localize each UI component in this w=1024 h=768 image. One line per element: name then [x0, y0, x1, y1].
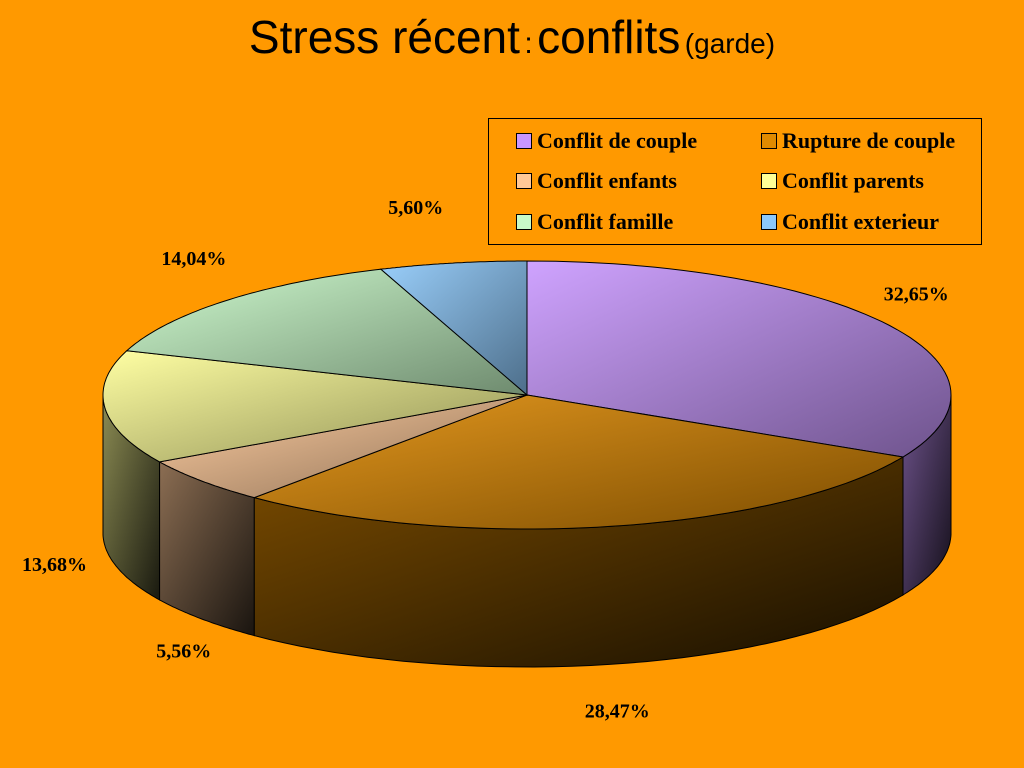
pie-slice-conflit-famille	[125, 268, 529, 396]
legend-item-conflit-parents: Conflit parents	[737, 168, 983, 194]
legend-item-conflit-exterieur: Conflit exterieur	[737, 209, 983, 235]
legend-item-conflit-famille: Conflit famille	[489, 209, 737, 235]
pie-slice-rupture-de-couple	[252, 394, 905, 530]
data-label-conflit-exterieur: 5,60%	[388, 197, 443, 219]
data-label-conflit-enfants: 5,56%	[156, 641, 211, 663]
title-main: Stress récent	[248, 11, 520, 63]
legend-label: Conflit parents	[782, 168, 924, 194]
title-colon: :	[524, 27, 533, 60]
data-label-rupture-de-couple: 28,47%	[585, 700, 650, 722]
legend-label: Conflit exterieur	[782, 208, 939, 234]
title-subtitle: (garde)	[684, 28, 776, 59]
legend-label: Conflit de couple	[537, 128, 698, 154]
pie-chart-body: 32,65% 28,47% 5,56% 13,68% 14,04% 5,60%	[22, 197, 952, 722]
legend-swatch	[761, 133, 777, 150]
chart-legend: Conflit de couple Rupture de couple Conf…	[488, 118, 982, 245]
legend-item-rupture-de-couple: Rupture de couple	[737, 128, 983, 154]
pie-slice-conflit-exterieur	[379, 260, 528, 397]
data-label-conflit-de-couple: 32,65%	[884, 283, 949, 305]
pie-slice-conflit-parents	[102, 350, 528, 463]
legend-label: Rupture de couple	[782, 128, 956, 154]
legend-label: Conflit famille	[537, 208, 674, 234]
legend-swatch	[516, 173, 532, 190]
title-main-2: conflits	[537, 11, 681, 63]
legend-swatch	[516, 133, 532, 150]
legend-item-conflit-de-couple: Conflit de couple	[489, 128, 737, 154]
pie-slice-conflit-de-couple	[526, 260, 952, 458]
pie-slice-conflit-enfants	[158, 394, 528, 499]
legend-swatch	[516, 213, 532, 230]
data-label-conflit-famille: 14,04%	[161, 248, 226, 270]
legend-label: Conflit enfants	[537, 168, 677, 194]
legend-swatch	[761, 173, 777, 190]
legend-item-conflit-enfants: Conflit enfants	[489, 168, 737, 194]
slide-title: Stress récent : conflits (garde)	[0, 10, 1024, 64]
data-label-conflit-parents: 13,68%	[22, 554, 87, 576]
legend-swatch	[761, 213, 777, 230]
